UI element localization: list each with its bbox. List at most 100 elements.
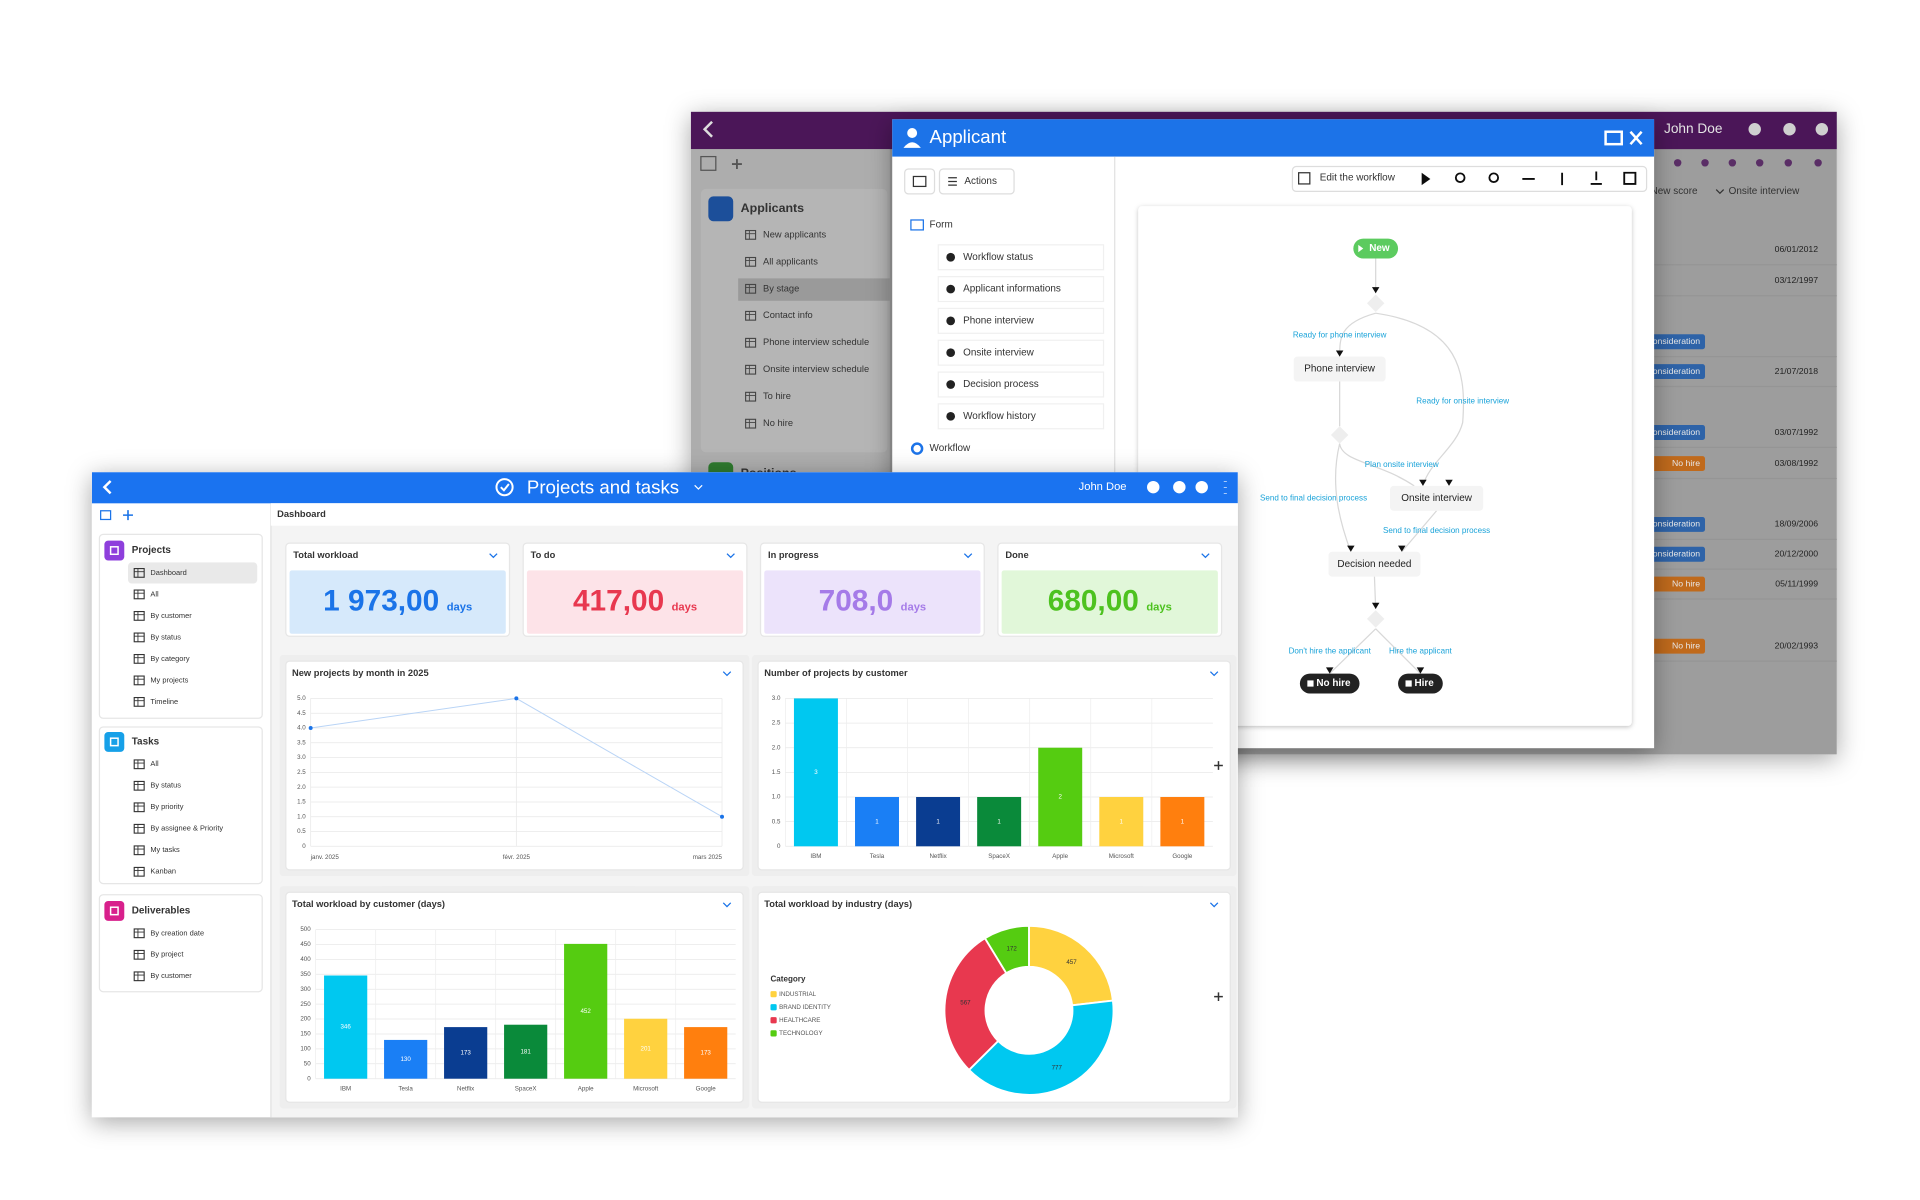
bar <box>564 943 608 1079</box>
nav-item[interactable]: All applicants <box>763 256 818 266</box>
y-tick-label: 1.0 <box>772 794 781 801</box>
nav-item[interactable]: To hire <box>763 391 791 401</box>
edge-label: Hire the applicant <box>1389 646 1453 655</box>
zoom-button[interactable] <box>1454 172 1466 184</box>
actions-button[interactable] <box>938 168 1015 195</box>
value-label: 1 <box>1120 818 1124 825</box>
nav-item[interactable]: No hire <box>763 418 793 428</box>
nav-item[interactable]: Onsite interview schedule <box>763 364 869 374</box>
tree-item-icon <box>946 411 956 421</box>
toolbar-icon[interactable] <box>1814 159 1822 167</box>
toolbar-icon[interactable] <box>1755 159 1764 167</box>
value-label: 2 <box>1058 794 1062 801</box>
kpi-panel <box>289 570 506 634</box>
nav-item[interactable]: New applicants <box>763 229 826 239</box>
nav-item[interactable]: My tasks <box>150 845 180 854</box>
bar <box>1038 747 1083 847</box>
nav-item[interactable]: By customer <box>150 971 192 980</box>
table-icon <box>745 310 757 321</box>
sidebar-toggle[interactable] <box>100 510 112 521</box>
y-tick-label: 2.0 <box>772 744 781 751</box>
bar <box>855 797 899 847</box>
nav-item[interactable]: By status <box>150 781 181 790</box>
y-tick-label: 100 <box>300 1046 311 1053</box>
maximize-button[interactable] <box>1604 130 1623 146</box>
workflow-node[interactable] <box>1293 356 1386 382</box>
header-icon[interactable] <box>1815 123 1829 136</box>
toolbar-icon[interactable] <box>1701 159 1709 167</box>
workflow-diagram: New Phone interview Onsite interview Decisi… <box>1138 206 1632 726</box>
edge-arrow <box>1398 545 1406 552</box>
bar <box>504 1024 548 1079</box>
nav-item[interactable]: By priority <box>150 802 183 811</box>
workflow-icon <box>910 442 924 455</box>
nav-item[interactable]: Dashboard <box>150 568 186 577</box>
title-icon-check <box>500 483 510 492</box>
nav-item[interactable]: By category <box>150 654 190 663</box>
header-icon[interactable] <box>1147 480 1160 494</box>
table-icon <box>133 928 145 939</box>
nav-item[interactable]: By customer <box>150 611 192 620</box>
workflow-node[interactable] <box>1389 485 1484 511</box>
kpi-unit: days <box>447 602 472 614</box>
workflow-node[interactable] <box>1328 551 1421 577</box>
kpi-panel <box>764 570 981 634</box>
nav-item[interactable]: By project <box>150 950 184 959</box>
header-icon[interactable] <box>1173 480 1186 494</box>
toolbar-icon[interactable] <box>1784 159 1792 167</box>
tree-item[interactable]: Phone interview <box>963 316 1035 327</box>
tree-item[interactable]: Onsite interview <box>963 347 1035 358</box>
nav-item[interactable]: By status <box>150 632 181 641</box>
workflow-node[interactable] <box>1299 673 1360 694</box>
start-glyph <box>1358 244 1364 253</box>
actions-label: Actions <box>964 176 997 187</box>
add-button <box>123 510 133 521</box>
nav-item[interactable]: My projects <box>150 675 188 684</box>
nav-item[interactable]: Timeline <box>150 697 178 706</box>
nav-item[interactable]: By assignee & Priority <box>150 824 223 833</box>
y-tick-label: 1.5 <box>772 769 781 776</box>
table-icon <box>745 418 757 429</box>
nav-item[interactable]: Contact info <box>763 310 813 320</box>
tree-item[interactable]: Decision process <box>963 379 1039 390</box>
sidebar-toggle[interactable] <box>700 155 717 171</box>
toolbar-icon[interactable] <box>1728 159 1737 167</box>
table-icon <box>133 653 145 664</box>
header-icon[interactable] <box>1195 480 1208 494</box>
nav-item[interactable]: All <box>150 759 159 768</box>
header-icon[interactable] <box>1748 123 1761 136</box>
legend-label: TECHNOLOGY <box>779 1030 822 1037</box>
chart-title: Total workload by customer (days) <box>292 899 445 909</box>
table-icon-lines <box>745 284 756 294</box>
y-tick-label: 1.0 <box>297 813 306 820</box>
chevron-icon <box>1209 671 1219 677</box>
workflow-node[interactable] <box>1398 673 1443 694</box>
y-tick-label: 0 <box>302 843 306 850</box>
header-icon[interactable] <box>1783 123 1796 136</box>
table-icon-lines <box>134 802 145 812</box>
applicant-icon <box>903 142 921 148</box>
edit-workflow-button[interactable]: Edit the workflow <box>1320 172 1396 183</box>
tree-node[interactable]: Form <box>930 220 953 231</box>
nav-item[interactable]: All <box>150 589 159 598</box>
window-title[interactable]: Projects and tasks <box>527 476 679 497</box>
toolbar-icon[interactable] <box>1673 159 1682 167</box>
workflow-node[interactable] <box>1353 238 1399 259</box>
tree-item[interactable]: Workflow history <box>963 411 1036 422</box>
front-window-header <box>91 472 1238 504</box>
y-tick-label: 400 <box>300 956 311 963</box>
tree-node[interactable]: Workflow <box>930 443 972 454</box>
tree-item[interactable]: Workflow status <box>963 252 1033 263</box>
edge-label: Don't hire the applicant <box>1289 646 1372 655</box>
nav-item[interactable]: By stage <box>763 283 799 293</box>
kpi-unit: days <box>672 602 697 614</box>
toggle-button[interactable] <box>904 168 936 195</box>
nav-item[interactable]: Phone interview schedule <box>763 337 869 347</box>
date-cell: 20/02/1993 <box>1775 641 1819 651</box>
zoom-button[interactable] <box>1488 172 1500 184</box>
edge-arrow <box>1371 287 1380 294</box>
tree-item[interactable]: Applicant informations <box>963 284 1061 295</box>
nav-item[interactable]: Kanban <box>150 867 176 876</box>
nav-item[interactable]: By creation date <box>150 928 204 937</box>
value-label: 172 <box>1006 945 1017 952</box>
